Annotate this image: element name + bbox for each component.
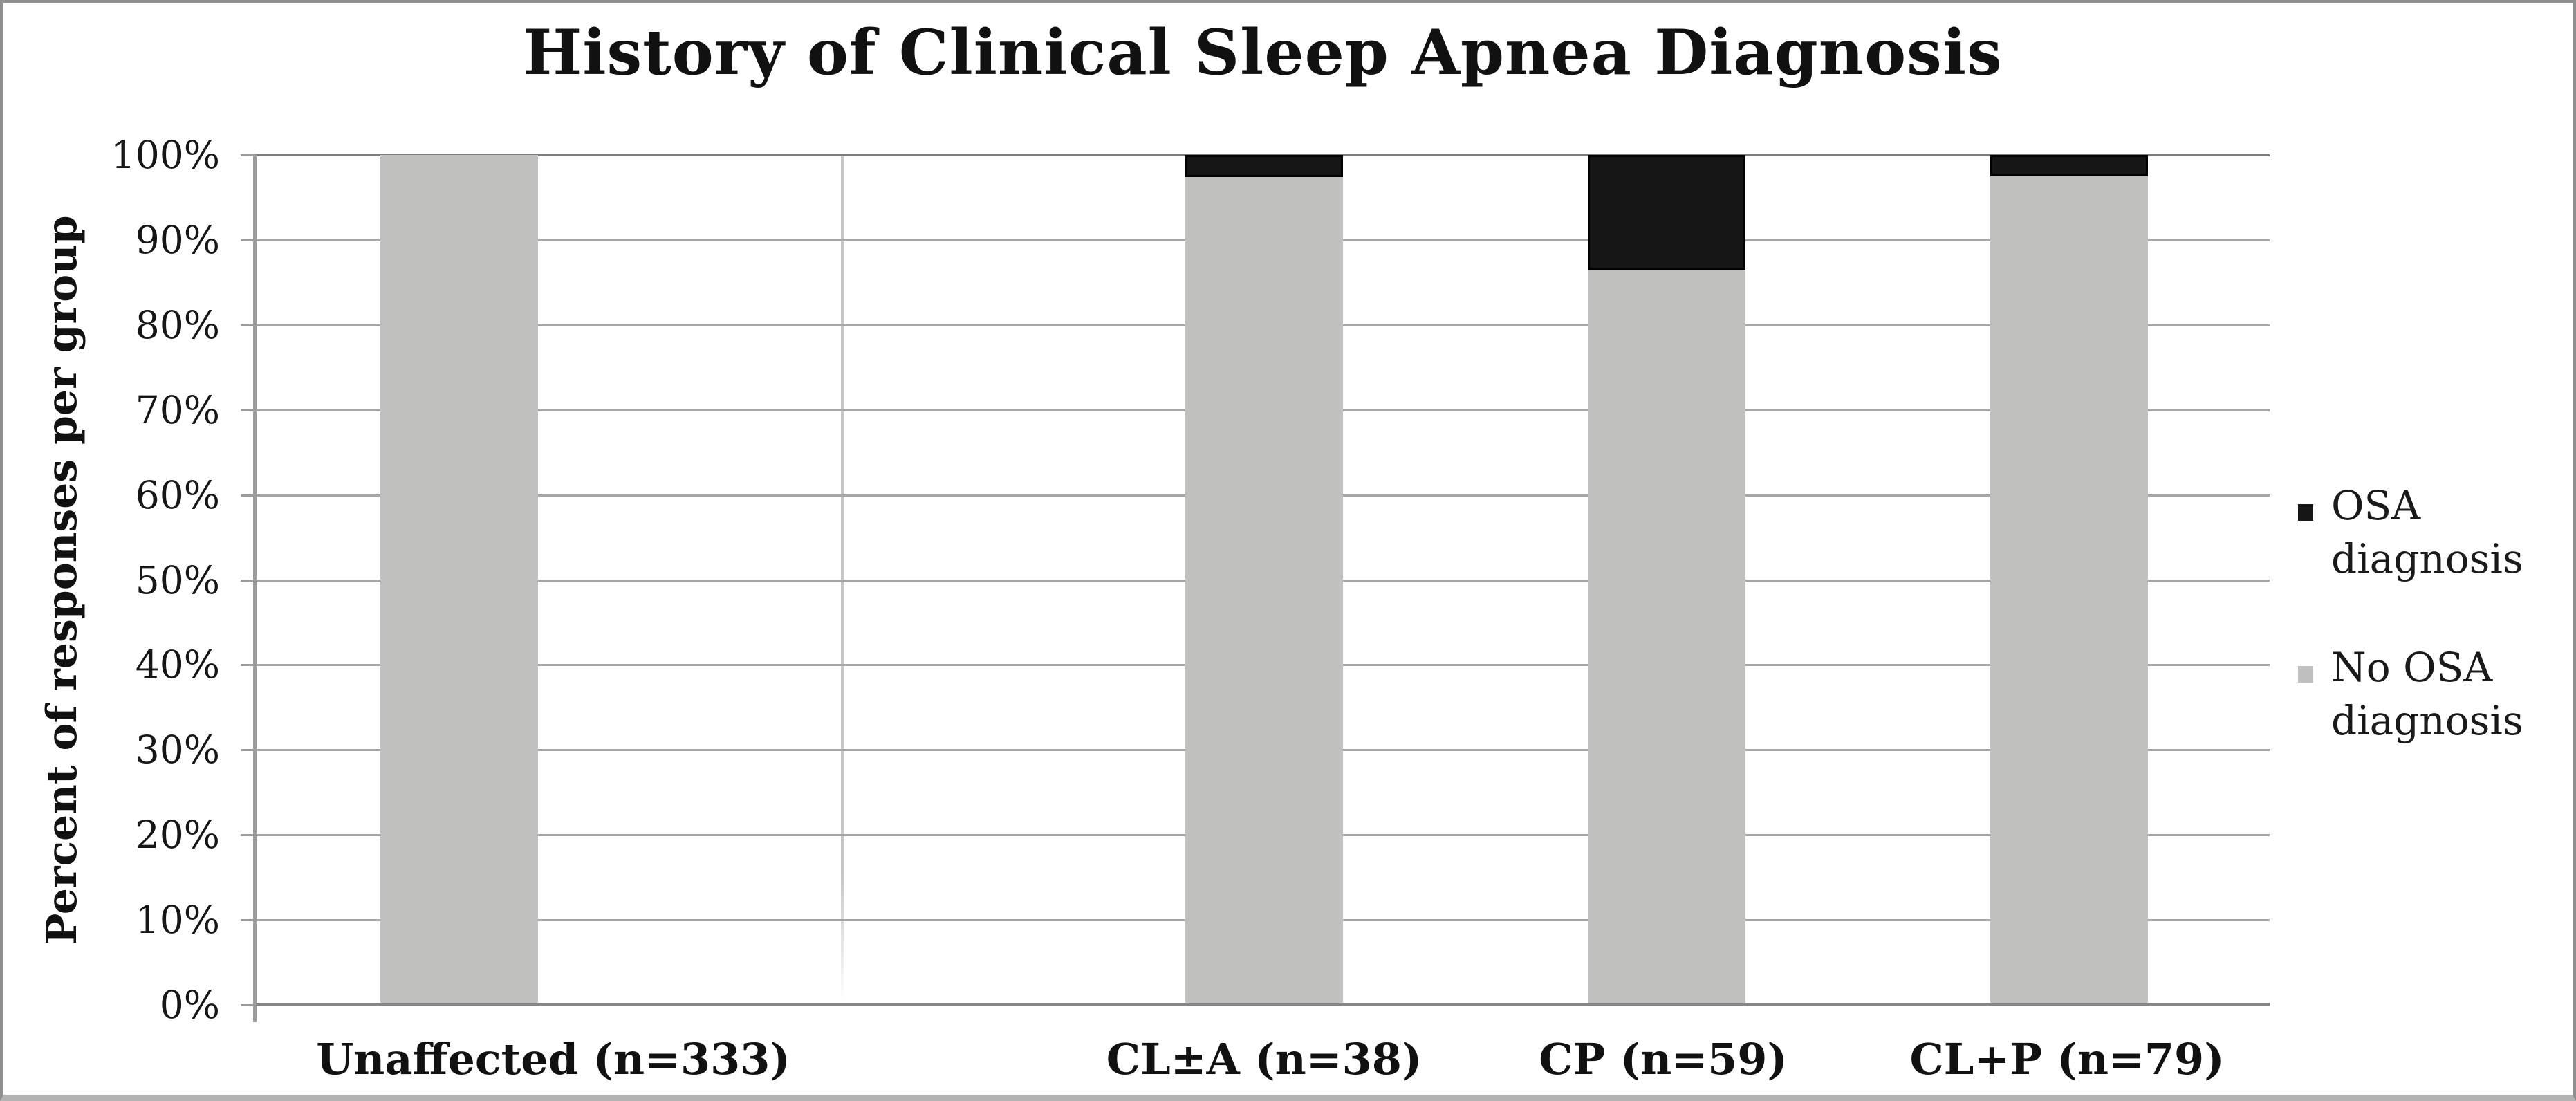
y-tick-label: 0%: [159, 983, 220, 1027]
chart-title: History of Clinical Sleep Apnea Diagnosi…: [523, 16, 2003, 89]
y-tick-label: 90%: [135, 217, 220, 262]
x-axis-label-1: Unaffected (n=333): [316, 1034, 790, 1084]
y-axis-tick: [241, 154, 256, 156]
plot-area: 0% 10% 20% 30% 40% 50% 60% 70% 80% 90% 100%: [111, 133, 2270, 1027]
bar-group-4: [1990, 155, 2148, 1005]
y-axis-tick: [241, 834, 256, 837]
bar-group-2: [1185, 155, 1343, 1005]
bar-segment-osa: [1185, 155, 1343, 177]
y-axis-tick: [241, 664, 256, 667]
bar-segment-osa: [1588, 155, 1745, 271]
category-separator-line: [841, 155, 844, 1000]
x-axis-label-2: CL±A (n=38): [1106, 1034, 1423, 1084]
bar-group-3: [1588, 155, 1745, 1005]
y-tick-label: 30%: [135, 728, 220, 772]
y-tick-label: 40%: [135, 642, 220, 687]
x-axis-line: [256, 1003, 2270, 1006]
y-tick-label: 60%: [135, 472, 220, 517]
x-axis-label-3: CP (n=59): [1539, 1034, 1788, 1084]
legend-label-no-osa: No OSA diagnosis: [2331, 644, 2523, 744]
bar-segment-no-osa: [1588, 270, 1745, 1005]
bar-group-1: [380, 155, 538, 1005]
bar-segment-no-osa: [1990, 176, 2148, 1005]
y-axis-tick: [241, 409, 256, 411]
y-axis-tick: [241, 749, 256, 752]
legend-swatch-osa-icon: [2298, 504, 2313, 521]
y-axis-tick: [241, 579, 256, 582]
y-axis-tick: [241, 239, 256, 241]
x-axis-label-4: CL+P (n=79): [1909, 1034, 2225, 1084]
legend-label-osa: OSA diagnosis: [2331, 482, 2523, 582]
y-tick-label: 80%: [135, 302, 220, 347]
bar-segment-osa: [1990, 155, 2148, 176]
y-axis-tick: [241, 324, 256, 326]
y-tick-label: 20%: [135, 813, 220, 858]
bar-segment-no-osa: [380, 155, 538, 1005]
y-axis-tick: [241, 1004, 256, 1006]
y-tick-label: 70%: [135, 387, 220, 432]
y-tick-label: 100%: [111, 133, 220, 177]
y-axis-line: [253, 155, 257, 1022]
legend-swatch-no-osa-icon: [2298, 666, 2313, 683]
y-tick-label: 10%: [135, 898, 220, 943]
y-axis-tick: [241, 494, 256, 497]
bar-segment-no-osa: [1185, 176, 1343, 1005]
y-tick-label: 50%: [135, 557, 220, 602]
y-axis-tick: [241, 919, 256, 922]
